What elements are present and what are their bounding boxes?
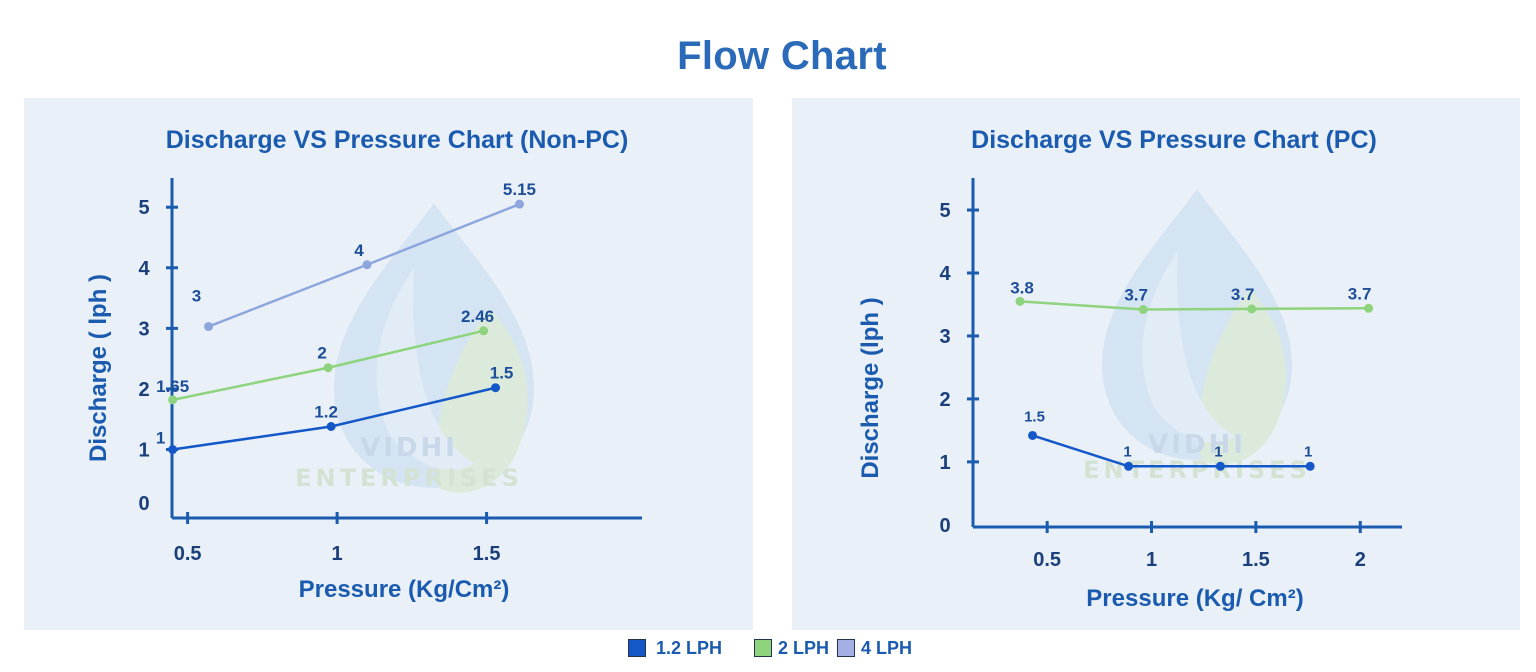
data-label: 3.7 [1348,284,1372,303]
water-drop-leaf-icon [1102,189,1292,465]
y-tick-label: 0 [138,493,149,515]
data-point [514,199,524,209]
data-label: 4 [354,241,364,260]
data-label: 1.2 [314,402,338,421]
legend-swatch [754,639,773,657]
data-label: 1 [1214,443,1222,460]
data-point [1305,461,1315,471]
x-tick-label: 2 [1355,549,1366,571]
x-tick-label: 1 [332,543,343,565]
y-tick-label: 0 [939,515,950,537]
watermark-text-line2: ENTERPRISES [1083,456,1311,484]
water-drop-leaf-icon [334,203,534,493]
y-tick-label: 1 [138,440,149,462]
x-tick-label: 0.5 [174,543,202,565]
data-point [323,363,333,373]
legend-label: 2 LPH [778,637,830,658]
y-axis-label: Discharge ( lph ) [85,274,112,462]
watermark-text-line1: VIDHI [360,433,458,463]
data-label: 2.46 [461,307,494,326]
data-label: 3 [192,287,201,306]
chart-legend: 1.2 LPH 2 LPH 4 LPH [628,636,912,660]
y-tick-label: 2 [939,389,950,411]
y-tick-label: 5 [138,197,149,219]
data-label: 1.65 [156,377,189,396]
y-axis-label: Discharge (lph ) [857,297,884,478]
y-tick-label: 5 [939,200,950,222]
x-tick-label: 0.5 [1033,549,1061,571]
watermark-inner-shape [376,268,474,470]
legend-label: 1.2 LPH [656,637,723,658]
legend-swatch [837,639,856,657]
y-tick-label: 2 [138,379,149,401]
legend-item-1-2-lph: 1.2 LPH [628,638,722,659]
data-point [168,395,178,405]
x-tick-label: 1.5 [473,543,501,565]
data-point [362,260,372,270]
y-tick-label: 3 [939,326,950,348]
data-point [1247,304,1257,314]
chart-panel-pc: VIDHI ENTERPRISES 0 1 2 3 4 5 0.5 1 1.5 2 Pressure (… [792,98,1520,630]
series-line-1.2-lph [1032,434,1311,468]
y-tick-label: 1 [939,452,950,474]
data-point [1138,305,1148,315]
data-label: 1 [1304,443,1312,460]
watermark-text-line1: VIDHI [1148,430,1246,460]
watermark-leaf-shape [1198,289,1286,465]
x-tick-label: 1.5 [1242,549,1270,571]
chart-title-non-pc: Discharge VS Pressure Chart (Non-PC) [165,126,629,154]
y-tick-label: 4 [138,258,150,280]
data-label: 2 [317,344,326,363]
data-point [1015,296,1025,306]
data-point [168,445,178,455]
x-axis-label: Pressure (Kg/Cm²) [299,576,510,603]
data-point [1124,461,1134,471]
x-tick-label: 1 [1146,549,1157,571]
watermark-inner-shape [1142,251,1235,443]
data-point [491,383,501,393]
chart-title-pc: Discharge VS Pressure Chart (PC) [971,126,1377,154]
chart-panel-non-pc: VIDHI ENTERPRISES 0 1 2 3 4 5 0.5 1 1.5 Pressure (K… [24,98,753,630]
watermark-leaf-shape [436,308,528,493]
legend-swatch [628,639,646,657]
data-label: 1 [1123,443,1131,460]
data-label: 3.7 [1231,285,1255,304]
y-tick-label: 4 [939,263,951,285]
data-point [204,322,214,332]
data-label: 3.7 [1124,286,1148,305]
data-point [479,326,489,336]
page-title: Flow Chart [677,34,887,78]
legend-label: 4 LPH [861,637,913,658]
data-label: 1.5 [1024,408,1045,425]
watermark-text-line2: ENTERPRISES [295,464,523,492]
data-point [1028,430,1038,440]
x-axis-label: Pressure (Kg/ Cm²) [1086,585,1303,612]
data-label: 1 [156,429,165,448]
data-point [1215,461,1225,471]
series-line-2-lph [1019,300,1369,311]
data-label: 5.15 [503,180,536,199]
data-point [326,421,336,431]
y-tick-label: 3 [138,318,149,340]
legend-item-2-lph: 2 LPH [754,638,829,659]
data-label: 1.5 [490,364,514,383]
legend-item-4-lph: 4 LPH [837,638,912,659]
data-point [1364,303,1374,313]
data-label: 3.8 [1010,278,1034,297]
